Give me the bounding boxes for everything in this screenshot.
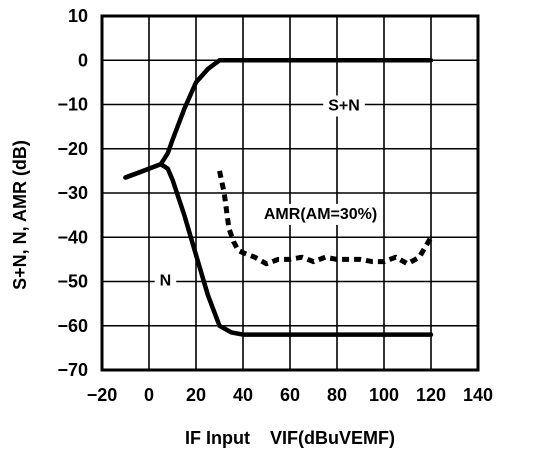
- grid: [102, 16, 478, 370]
- y-tick-label: −60: [57, 316, 88, 336]
- y-axis-title: S+N, N, AMR (dB): [10, 140, 30, 290]
- series-labels: S+N AMR(AM=30%) N: [154, 95, 383, 292]
- y-tick-label: −70: [57, 360, 88, 380]
- x-tick-label: 80: [327, 385, 347, 405]
- y-tick-label: −20: [57, 139, 88, 159]
- x-axis-title: IF Input VIF(dBuVEMF): [185, 428, 395, 448]
- x-tick-label: 40: [233, 385, 253, 405]
- plot-frame: [100, 14, 480, 372]
- y-tick-label: −50: [57, 272, 88, 292]
- x-tick-label: 60: [280, 385, 300, 405]
- series-label-background: [154, 270, 177, 292]
- x-tick-label: 0: [144, 385, 154, 405]
- series-line-amr-am-30: [217, 170, 434, 267]
- y-tick-label: 10: [68, 6, 88, 26]
- series-label-background: [258, 203, 383, 225]
- x-tick-label: 140: [463, 385, 493, 405]
- y-tick-label: −40: [57, 227, 88, 247]
- series-label-background: [323, 95, 365, 117]
- y-tick-label: −10: [57, 95, 88, 115]
- x-tick-label: −20: [87, 385, 118, 405]
- x-tick-label: 120: [416, 385, 446, 405]
- series-lines: [123, 58, 434, 337]
- y-tick-label: −30: [57, 183, 88, 203]
- x-tick-label: 20: [186, 385, 206, 405]
- series-label-s-n: S+N: [328, 98, 360, 115]
- x-tick-label: 100: [369, 385, 399, 405]
- series-line-n: [123, 161, 434, 337]
- y-tick-labels: 10 0 −10 −20 −30 −40 −50 −60 −70: [57, 6, 88, 380]
- series-label-amr-am-30: AMR(AM=30%): [264, 206, 377, 223]
- y-tick-label: 0: [78, 50, 88, 70]
- x-tick-labels: −20 0 20 40 60 80 100 120 140: [87, 385, 493, 405]
- series-label-n: N: [160, 272, 172, 289]
